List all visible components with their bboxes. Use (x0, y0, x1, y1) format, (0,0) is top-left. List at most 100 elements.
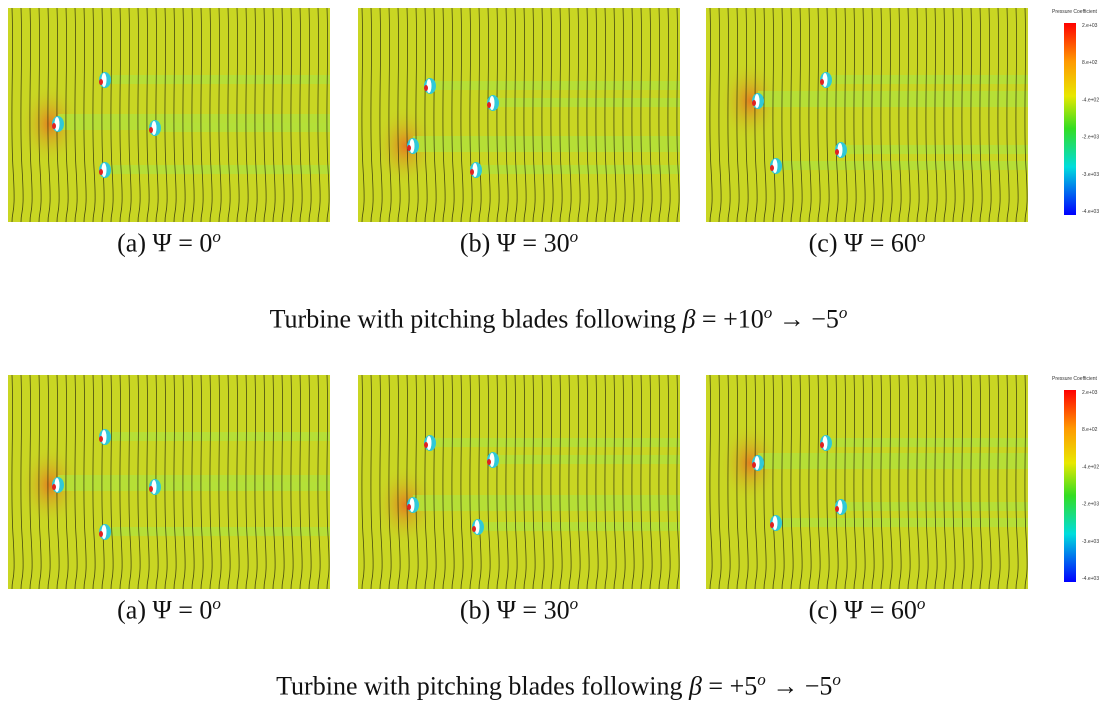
blade-tip (99, 169, 103, 175)
colorbar: Pressure Coefficient 2.e+03 8.e+02 -4.e+02 -… (1052, 376, 1099, 582)
colorbar-scale (1064, 390, 1076, 582)
subcaption-value: = 30 (522, 228, 570, 258)
blade-tip (820, 442, 824, 448)
blade (426, 79, 432, 93)
flow-image (358, 375, 680, 589)
caption-text: Turbine with pitching blades following (269, 304, 676, 334)
flow-image (8, 375, 330, 589)
caption-from: = +5 (708, 671, 758, 701)
blade (837, 143, 843, 157)
subcaption-sup: o (916, 594, 926, 613)
blade-tip (99, 79, 103, 85)
blade-tip (835, 149, 839, 155)
blade-tip (470, 169, 474, 175)
subcaption-value: = 30 (522, 595, 570, 625)
blade-tip (752, 462, 756, 468)
colorbar-label: -2.e+03 (1082, 135, 1099, 141)
colorbar-scale (1064, 23, 1076, 215)
blade-tip (770, 165, 774, 171)
blade (822, 73, 828, 87)
streamlines (706, 8, 1028, 222)
blade (54, 117, 60, 131)
subcaption-label: (b) (459, 595, 491, 625)
blade (151, 121, 157, 135)
row-caption: Turbine with pitching blades following β… (0, 670, 1117, 702)
blade (426, 436, 432, 450)
blade-tip (835, 506, 839, 512)
colorbar-label: 8.e+02 (1082, 427, 1098, 433)
blade-tip (487, 459, 491, 465)
blade-tip (424, 85, 428, 91)
colorbar-label: -4.e+03 (1082, 576, 1099, 582)
blade-tip (149, 486, 153, 492)
colorbar-label: -4.e+02 (1082, 97, 1099, 103)
subcaption-symbol: Ψ (844, 595, 864, 625)
colorbar-label: -3.e+03 (1082, 172, 1099, 178)
caption-symbol: β (688, 671, 702, 701)
subcaption-sup: o (212, 227, 221, 246)
blade (54, 478, 60, 492)
caption-sup: o (757, 670, 766, 689)
subcaption-value: = 0 (178, 228, 213, 258)
subcaption: (b) Ψ = 30o (358, 227, 680, 259)
blade (489, 96, 495, 110)
subcaption: (b) Ψ = 30o (358, 594, 680, 626)
subcaption-value: = 60 (869, 228, 917, 258)
blade-tip (770, 522, 774, 528)
caption-sup: o (838, 303, 848, 322)
blade-tip (820, 79, 824, 85)
blade (772, 159, 778, 173)
caption-from: = +10 (701, 304, 764, 334)
streamlines (706, 375, 1028, 589)
subcaption-sup: o (916, 227, 926, 246)
colorbar-title: Pressure Coefficient (1052, 376, 1098, 382)
subcaption: (c) Ψ = 60o (706, 227, 1028, 259)
row-caption: Turbine with pitching blades following β… (0, 303, 1117, 335)
blade-tip (424, 442, 428, 448)
colorbar-title: Pressure Coefficient (1052, 9, 1098, 15)
caption-to: → −5 (772, 671, 833, 701)
caption-symbol: β (682, 304, 696, 334)
blade (472, 163, 478, 177)
blade (754, 94, 760, 108)
blade (101, 163, 107, 177)
blade-tip (752, 100, 756, 106)
caption-sup: o (763, 303, 773, 322)
subcaption-symbol: Ψ (844, 228, 864, 258)
blade-tip (407, 145, 411, 151)
subcaption: (c) Ψ = 60o (706, 594, 1028, 626)
subcaption-value: = 0 (178, 595, 213, 625)
subcaption-sup: o (569, 227, 579, 246)
flow-image (8, 8, 330, 222)
blade (409, 139, 415, 153)
caption-text: Turbine with pitching blades following (276, 671, 683, 701)
colorbar: Pressure Coefficient 2.e+03 8.e+02 -4.e+02 -… (1052, 9, 1099, 215)
blade (837, 500, 843, 514)
subcaption-label: (c) (808, 595, 838, 625)
subcaption-label: (c) (808, 228, 838, 258)
colorbar-label: 2.e+03 (1082, 390, 1098, 396)
blade (151, 480, 157, 494)
subcaption-value: = 60 (869, 595, 917, 625)
streamlines (358, 8, 680, 222)
blade (754, 456, 760, 470)
subcaption-symbol: Ψ (152, 228, 172, 258)
subcaption-symbol: Ψ (152, 595, 172, 625)
blade-tip (52, 123, 56, 129)
flow-image (706, 375, 1028, 589)
blade-tip (99, 436, 103, 442)
streamlines (358, 375, 680, 589)
blade-tip (52, 484, 56, 490)
subcaption-symbol: Ψ (496, 595, 516, 625)
blade (101, 525, 107, 539)
colorbar-label: -2.e+03 (1082, 502, 1099, 508)
blade-tip (149, 127, 153, 133)
subcaption-label: (a) (117, 595, 146, 625)
blade-tip (472, 526, 476, 532)
colorbar-label: 8.e+02 (1082, 60, 1098, 66)
subcaption-symbol: Ψ (496, 228, 516, 258)
blade (772, 516, 778, 530)
colorbar-label: -4.e+03 (1082, 209, 1099, 215)
subcaption-sup: o (569, 594, 579, 613)
flow-image (706, 8, 1028, 222)
